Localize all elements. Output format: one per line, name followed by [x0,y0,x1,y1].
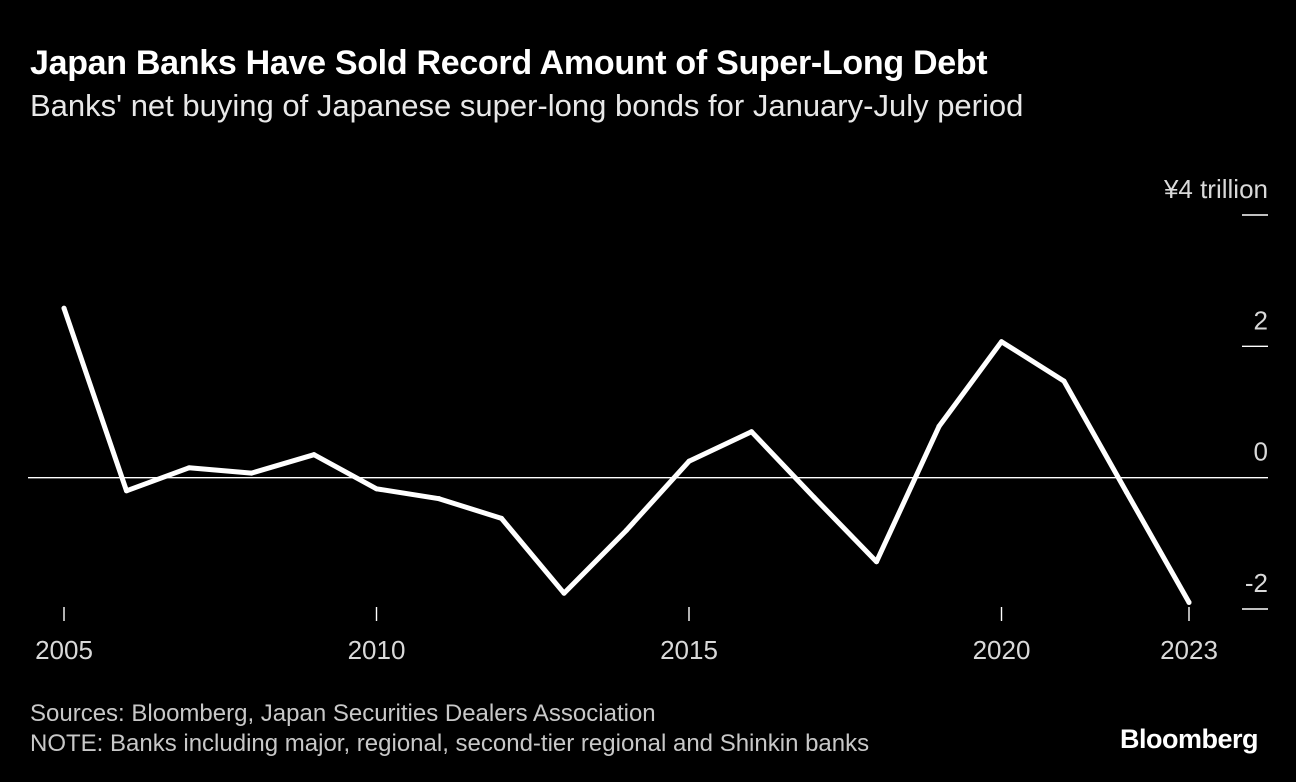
x-tick-label: 2023 [1160,635,1218,665]
data-point [749,429,754,435]
data-point [186,465,192,471]
series-line [61,305,1192,605]
data-point [311,452,317,458]
data-point [374,486,379,492]
y-tick-label: -2 [1245,568,1268,598]
y-tick-label: ¥4 trillion [1163,174,1268,204]
x-tick-label: 2010 [348,635,406,665]
data-point [561,590,567,596]
source-note: Sources: Bloomberg, Japan Securities Dea… [30,700,656,727]
x-tick-label: 2020 [973,635,1031,665]
data-point [1061,378,1067,384]
data-point [1186,599,1192,605]
data-point [1124,489,1129,495]
data-point [811,494,817,500]
data-point [436,496,442,502]
x-tick-label: 2005 [35,635,93,665]
data-point [61,305,67,311]
x-tick-label: 2015 [660,635,718,665]
data-point [624,527,629,533]
chart-subtitle: Banks' net buying of Japanese super-long… [30,88,1024,123]
bloomberg-logo: Bloomberg [1119,724,1259,754]
data-point [124,488,129,494]
data-point [249,470,254,476]
data-point [499,515,504,521]
footnote: NOTE: Banks including major, regional, s… [30,730,870,757]
data-point [936,423,942,429]
data-point [999,339,1004,345]
data-point [874,559,879,565]
y-tick-label: 2 [1254,305,1268,335]
data-point [686,458,692,464]
chart-title: Japan Banks Have Sold Record Amount of S… [30,44,988,82]
y-tick-label: 0 [1254,437,1268,467]
